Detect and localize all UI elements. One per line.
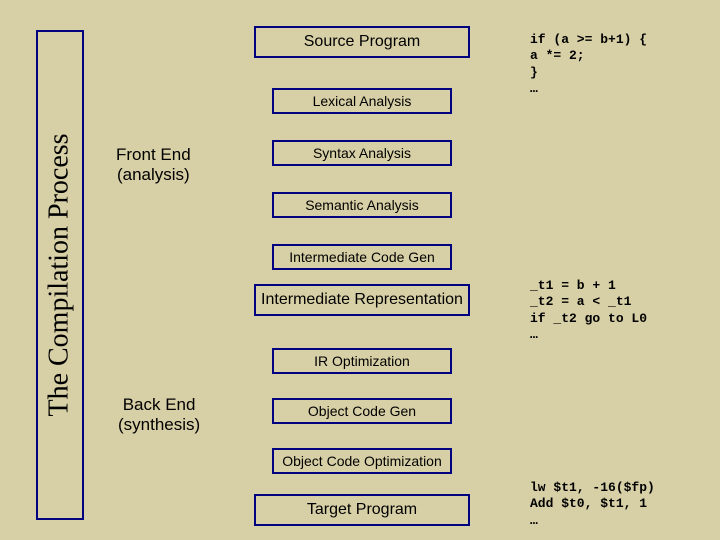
semantic-text: Semantic Analysis [305, 197, 419, 213]
ocg-box: Object Code Gen [272, 398, 452, 424]
semantic-box: Semantic Analysis [272, 192, 452, 218]
ocg-text: Object Code Gen [308, 403, 416, 419]
front-end-line2: (analysis) [117, 165, 190, 184]
title-box: The Compilation Process [36, 30, 84, 520]
icg-text: Intermediate Code Gen [289, 249, 435, 265]
oco-text: Object Code Optimization [282, 453, 442, 469]
object-code-snippet: lw $t1, -16($fp) Add $t0, $t1, 1 … [530, 480, 655, 529]
back-end-line2: (synthesis) [118, 415, 200, 434]
iropt-text: IR Optimization [314, 353, 410, 369]
title-text: The Compilation Process [44, 133, 76, 416]
ir-box: Intermediate Representation [254, 284, 470, 316]
icg-box: Intermediate Code Gen [272, 244, 452, 270]
oco-box: Object Code Optimization [272, 448, 452, 474]
back-end-label: Back End (synthesis) [118, 395, 200, 436]
target-program-box: Target Program [254, 494, 470, 526]
ir-code-snippet: _t1 = b + 1 _t2 = a < _t1 if _t2 go to L… [530, 278, 647, 343]
ir-text: Intermediate Representation [261, 291, 463, 309]
source-program-box: Source Program [254, 26, 470, 58]
front-end-label: Front End (analysis) [116, 145, 191, 186]
syntax-box: Syntax Analysis [272, 140, 452, 166]
lexical-box: Lexical Analysis [272, 88, 452, 114]
source-code-snippet: if (a >= b+1) { a *= 2; } … [530, 32, 647, 97]
lexical-text: Lexical Analysis [313, 93, 412, 109]
front-end-line1: Front End [116, 145, 191, 164]
target-program-text: Target Program [307, 501, 417, 519]
iropt-box: IR Optimization [272, 348, 452, 374]
source-program-text: Source Program [304, 33, 421, 51]
syntax-text: Syntax Analysis [313, 145, 411, 161]
back-end-line1: Back End [123, 395, 196, 414]
